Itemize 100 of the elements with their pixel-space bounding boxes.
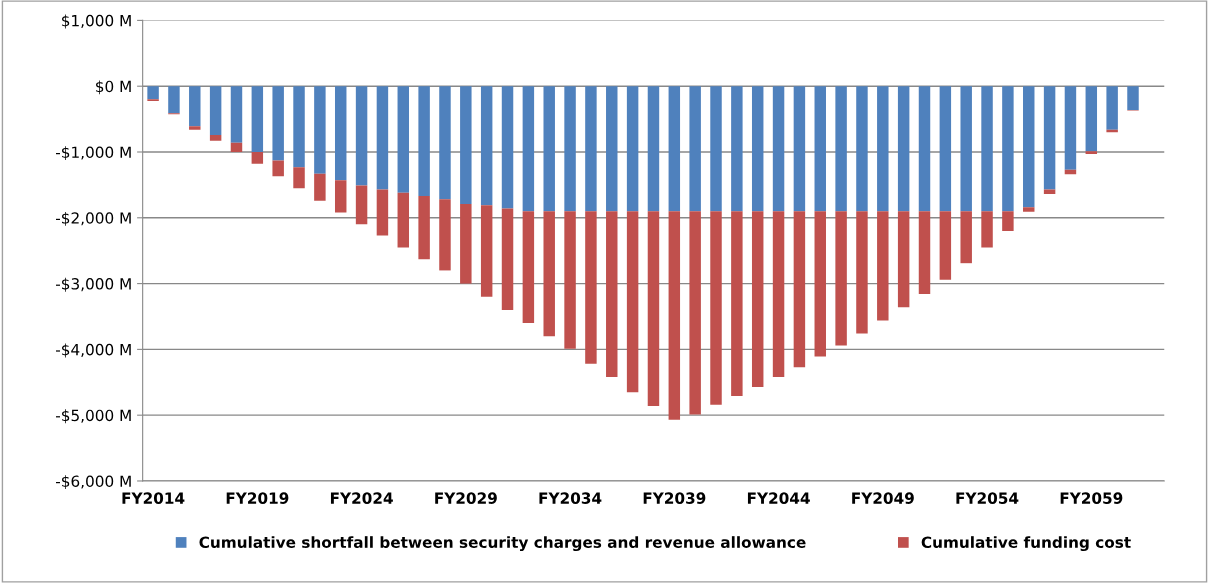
bar xyxy=(564,211,576,349)
bar xyxy=(480,86,493,206)
bar xyxy=(647,86,660,212)
bar xyxy=(606,86,618,212)
bar xyxy=(772,86,785,212)
bar xyxy=(689,211,701,415)
bar xyxy=(439,86,451,200)
bar xyxy=(1043,86,1056,190)
bar xyxy=(1043,189,1056,195)
x-tick-label: FY2049 xyxy=(852,492,914,504)
bar xyxy=(1023,207,1035,212)
bar xyxy=(460,203,472,284)
y-tick-label: -$6,000 M xyxy=(55,475,131,490)
x-tick-label: FY2029 xyxy=(435,492,497,504)
bar xyxy=(293,167,305,189)
bar xyxy=(209,86,222,135)
bar xyxy=(793,86,806,212)
bar xyxy=(418,196,430,260)
bar xyxy=(272,160,284,177)
bar xyxy=(918,86,931,212)
y-tick-label: -$2,000 M xyxy=(55,211,131,226)
x-tick-label: FY2054 xyxy=(956,492,1019,504)
bar xyxy=(230,142,243,152)
bar xyxy=(856,211,868,334)
legend-label: Cumulative funding cost xyxy=(921,536,1131,552)
bar xyxy=(710,86,722,212)
bar xyxy=(585,211,597,364)
bar xyxy=(626,211,639,393)
bar xyxy=(772,211,785,378)
x-tick-label: FY2024 xyxy=(330,492,393,504)
bar xyxy=(251,152,264,164)
bar xyxy=(1002,211,1014,231)
bar xyxy=(543,211,555,337)
bar xyxy=(293,86,305,168)
bar xyxy=(814,86,826,212)
bar xyxy=(1002,86,1014,212)
bar xyxy=(314,173,326,201)
bar xyxy=(835,86,847,212)
bar xyxy=(147,86,159,100)
bar xyxy=(251,86,264,152)
bar xyxy=(939,211,952,280)
bar xyxy=(751,86,764,212)
bar xyxy=(877,86,889,212)
bar xyxy=(897,86,910,212)
bar xyxy=(355,86,368,186)
bar xyxy=(397,192,410,248)
bar xyxy=(189,126,201,130)
y-tick-label: $1,000 M xyxy=(62,14,131,29)
y-tick-label: -$4,000 M xyxy=(55,343,131,358)
bar xyxy=(168,86,180,114)
bar xyxy=(647,211,660,406)
bar xyxy=(522,86,535,212)
bar xyxy=(939,86,952,212)
bar xyxy=(731,211,743,397)
bar xyxy=(460,86,472,204)
bar xyxy=(480,205,493,297)
bar xyxy=(376,86,389,190)
bar xyxy=(731,86,743,212)
bar xyxy=(397,86,410,193)
bar xyxy=(209,134,222,141)
x-tick-label: FY2039 xyxy=(643,492,706,504)
bar xyxy=(189,86,201,127)
bar xyxy=(501,86,514,209)
bar xyxy=(439,199,451,271)
bar xyxy=(585,86,597,212)
y-tick-label: $0 M xyxy=(96,80,131,95)
bar xyxy=(751,211,764,387)
bar xyxy=(334,180,347,213)
bar xyxy=(856,86,868,212)
bar xyxy=(689,86,701,212)
bar xyxy=(814,211,826,357)
bar xyxy=(230,86,243,143)
bar xyxy=(1106,86,1118,130)
y-tick-label: -$5,000 M xyxy=(55,409,131,424)
bar xyxy=(668,211,681,420)
x-tick-label: FY2014 xyxy=(122,492,185,504)
bar xyxy=(897,211,910,308)
bar xyxy=(981,86,993,212)
bar xyxy=(418,86,430,197)
x-tick-label: FY2019 xyxy=(226,492,289,504)
bar xyxy=(1023,86,1035,208)
x-tick-label: FY2034 xyxy=(539,492,602,504)
bar xyxy=(272,86,284,161)
bar xyxy=(1085,86,1098,152)
bar xyxy=(376,189,389,236)
bar xyxy=(543,86,555,212)
y-tick-label: -$3,000 M xyxy=(55,277,131,292)
bar xyxy=(793,211,806,368)
bar xyxy=(668,86,681,212)
bar xyxy=(918,211,931,295)
bar xyxy=(1085,151,1098,154)
bar xyxy=(606,211,618,378)
bar xyxy=(710,211,722,405)
bar xyxy=(835,211,847,346)
bar xyxy=(564,86,576,212)
bar xyxy=(522,211,535,324)
bar xyxy=(314,86,326,174)
bar xyxy=(501,208,514,310)
bar xyxy=(334,86,347,181)
bar xyxy=(981,211,993,248)
